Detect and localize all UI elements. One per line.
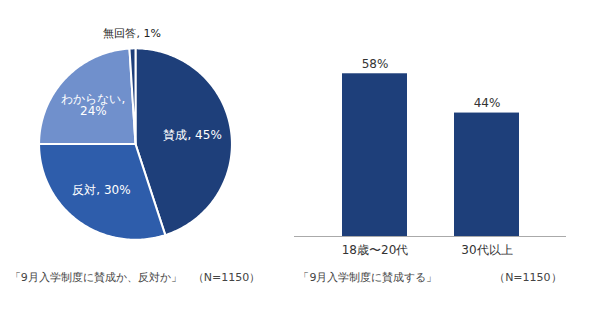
svg-text:58%: 58%	[362, 57, 389, 71]
svg-text:わからない,24%: わからない,24%	[61, 92, 125, 118]
html-text:（N=1150）: （N=1150）	[494, 271, 562, 284]
svg-text:18歳〜20代: 18歳〜20代	[342, 243, 409, 257]
svg-text:30代以上: 30代以上	[461, 243, 512, 257]
svg-text:反対, 30%: 反対, 30%	[72, 183, 130, 197]
html-text:「9月入学制度に賛成か、反対か」 （N=1150）: 「9月入学制度に賛成か、反対か」 （N=1150）	[9, 271, 261, 284]
html-text:「9月入学制度に賛成する」: 「9月入学制度に賛成する」	[298, 271, 438, 284]
svg-text:無回答, 1%: 無回答, 1%	[103, 27, 160, 40]
svg-text:44%: 44%	[474, 96, 501, 110]
svg-text:賛成, 45%: 賛成, 45%	[163, 128, 221, 142]
